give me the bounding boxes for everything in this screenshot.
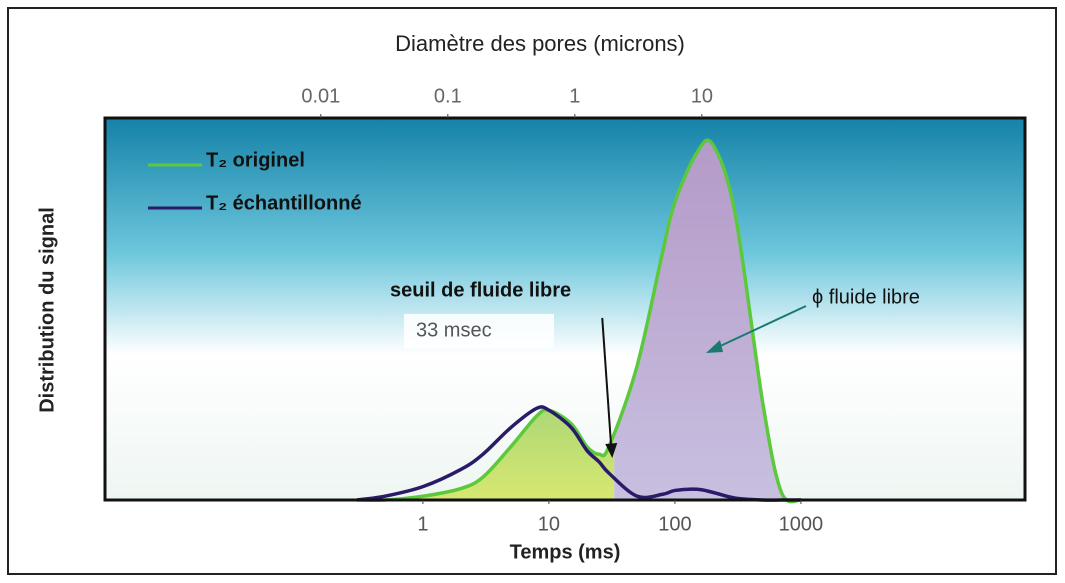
top-axis-title: Diamètre des pores (microns) [395,31,685,56]
x-axis-title: Temps (ms) [510,541,621,563]
legend-label: T₂ échantillonné [206,192,362,214]
area-below-threshold [357,409,615,500]
x-tick-label: 1 [417,513,428,535]
annotation-arrow [715,305,807,349]
free-fluid-annotation: ϕ fluide libre [812,286,920,308]
x2-tick-label: 1 [569,85,580,107]
arrow-head [605,443,618,458]
legend-label: T₂ originel [206,149,305,171]
x-tick-label: 100 [658,513,691,535]
plot-frame [103,116,1027,502]
arrow-head [706,340,723,353]
threshold-label-box [404,314,554,348]
x2-tick-label: 0.01 [301,85,340,107]
x2-tick-label: 10 [691,85,713,107]
x2-tick-label: 0.1 [434,85,462,107]
x-tick-label: 1000 [779,513,824,535]
threshold-label: 33 msec [416,319,492,341]
threshold-annotation: seuil de fluide libre [390,279,571,301]
x-tick-label: 10 [538,513,560,535]
area-above-threshold [614,140,801,500]
y-axis-title: Distribution du signal [36,207,58,413]
outer-frame [7,7,1057,575]
series-line [357,138,802,504]
series-line [356,405,801,502]
threshold-arrow [601,317,613,449]
